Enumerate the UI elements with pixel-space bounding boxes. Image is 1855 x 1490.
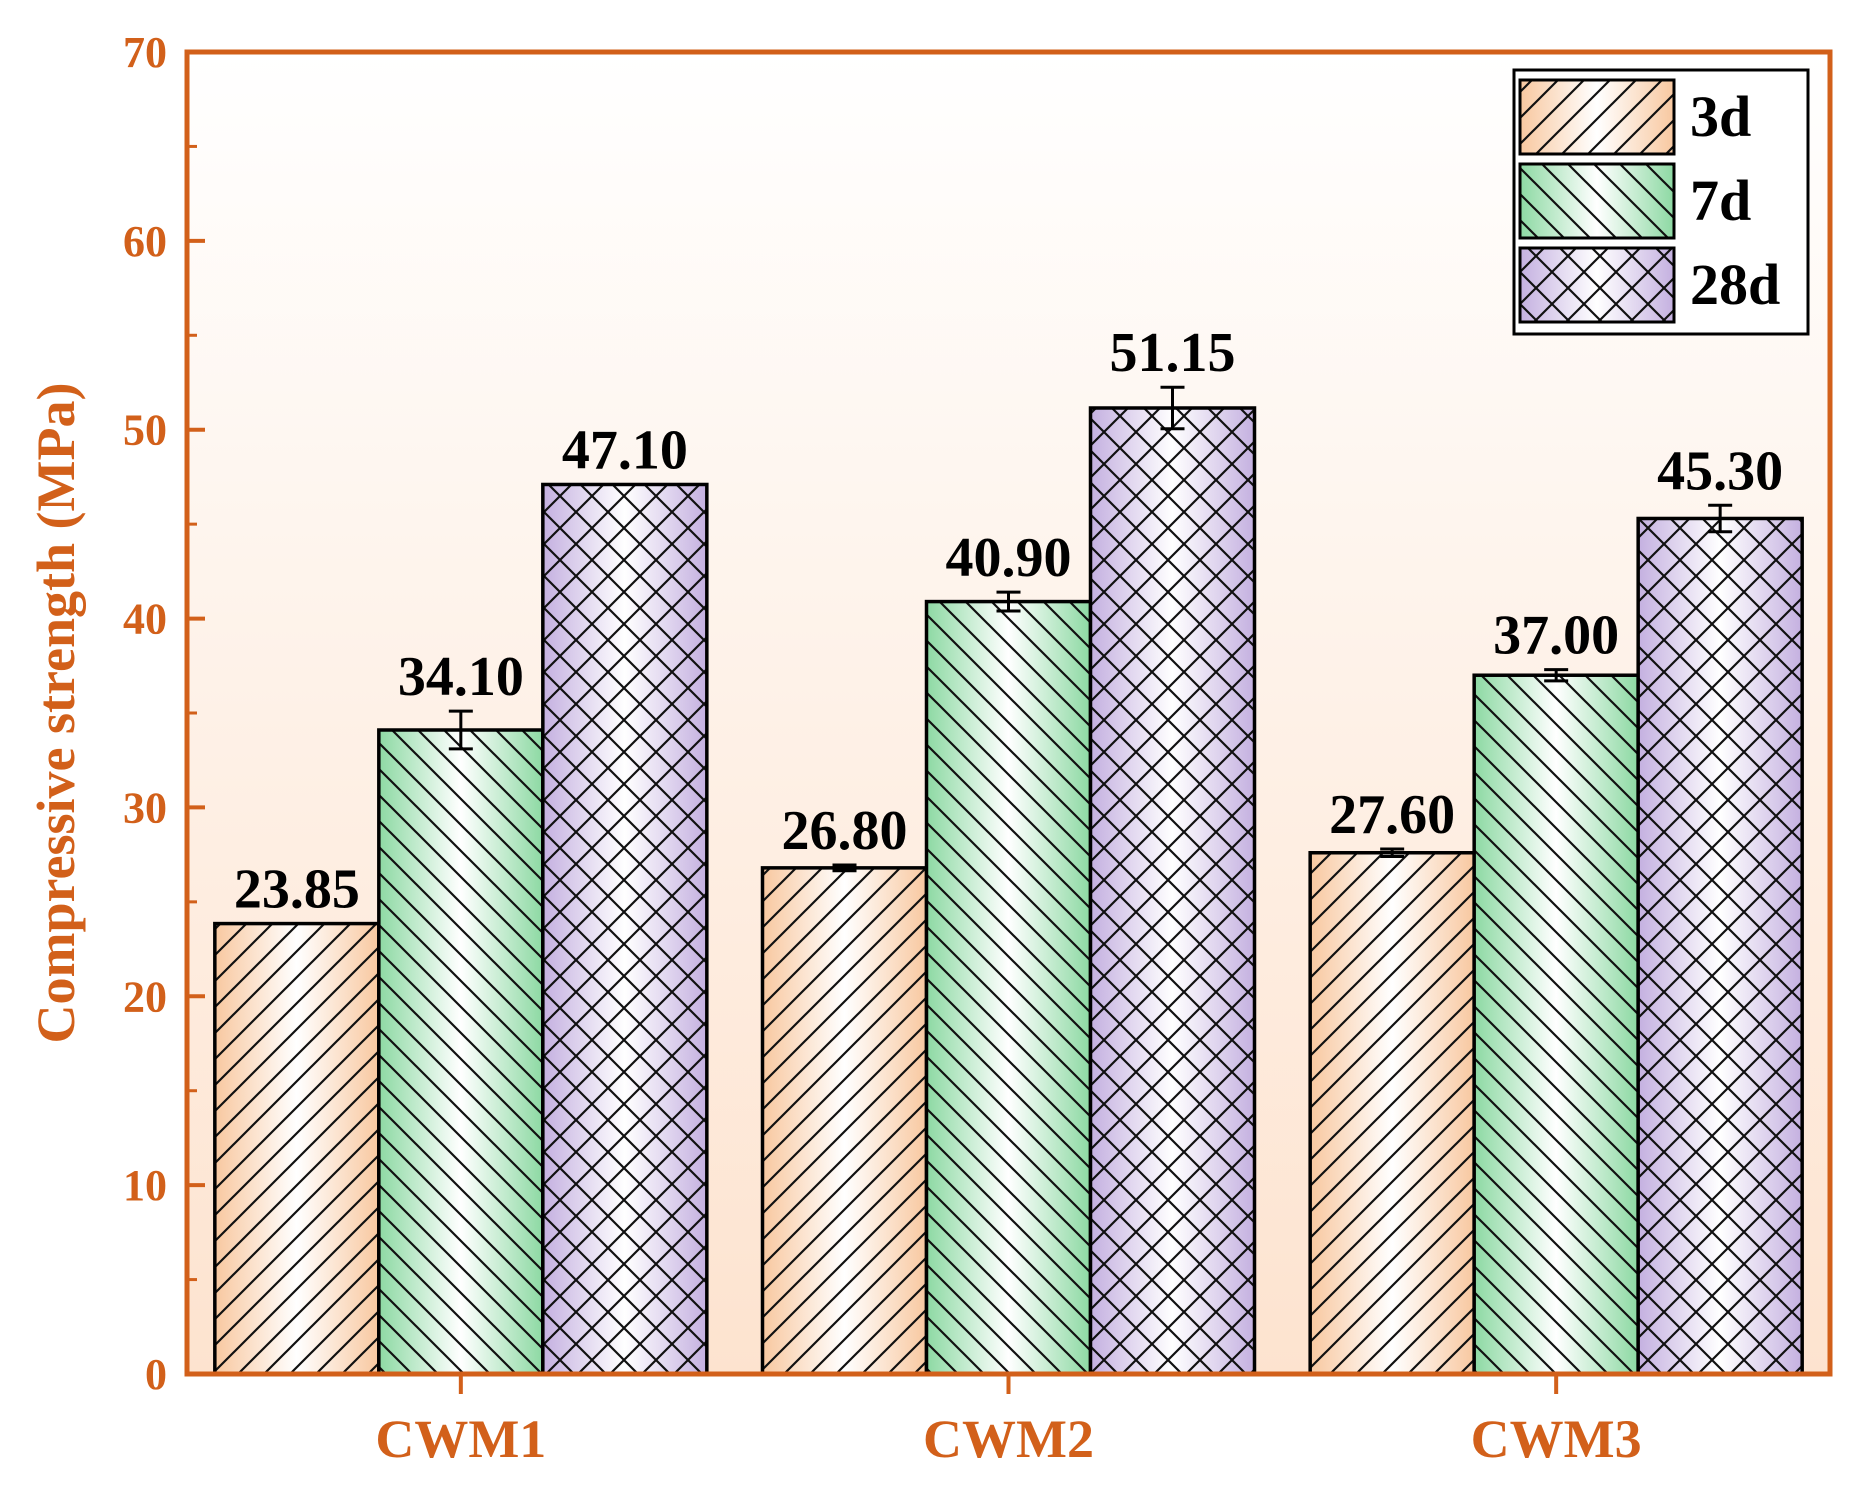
legend-swatch-28d xyxy=(1518,246,1676,324)
legend: 3d 7d 28d xyxy=(1512,68,1810,336)
y-tick-label: 40 xyxy=(123,595,167,644)
error-bar-CWM3-28d xyxy=(1708,503,1733,534)
x-tick-label-CWM2: CWM2 xyxy=(923,1409,1094,1469)
y-tick-label: 0 xyxy=(145,1350,167,1399)
y-tick-label: 30 xyxy=(123,783,167,832)
error-bar-CWM2-28d xyxy=(1160,385,1185,431)
y-axis-title: Compressive strength (MPa) xyxy=(26,383,86,1044)
error-bar-CWM2-7d xyxy=(996,590,1021,613)
data-label-CWM3-28d: 45.30 xyxy=(1657,440,1783,502)
data-label-CWM2-28d: 51.15 xyxy=(1110,322,1236,384)
bar-CWM1-3d xyxy=(213,921,381,1376)
y-tick-label: 10 xyxy=(123,1161,167,1210)
data-label-CWM2-3d: 26.80 xyxy=(782,800,908,862)
bar-CWM2-28d xyxy=(1088,406,1257,1376)
data-label-CWM1-28d: 47.10 xyxy=(562,419,688,481)
bar-CWM1-7d xyxy=(377,728,545,1376)
legend-label-7d: 7d xyxy=(1690,168,1751,233)
data-label-CWM3-7d: 37.00 xyxy=(1493,605,1619,667)
y-tick-label: 70 xyxy=(123,28,167,77)
x-tick-label-CWM1: CWM1 xyxy=(375,1409,546,1469)
error-bar-CWM2-3d xyxy=(832,863,857,873)
bar-CWM3-7d xyxy=(1472,673,1640,1376)
legend-swatch-7d xyxy=(1518,162,1676,240)
data-label-CWM1-3d: 23.85 xyxy=(234,859,360,921)
bar-CWM3-3d xyxy=(1308,851,1476,1376)
x-tick-label-CWM3: CWM3 xyxy=(1471,1409,1642,1469)
data-label-CWM1-7d: 34.10 xyxy=(398,646,524,708)
bar-CWM2-7d xyxy=(924,599,1093,1376)
bar-CWM1-28d xyxy=(541,482,709,1376)
legend-label-28d: 28d xyxy=(1690,252,1780,317)
data-label-CWM2-7d: 40.90 xyxy=(946,527,1072,589)
axes-group: 0 10 20 30 40 50 60 70 CWM1 CWM2 CWM3 xyxy=(123,28,1833,1469)
data-label-CWM3-3d: 27.60 xyxy=(1329,784,1455,846)
y-tick-label: 50 xyxy=(123,406,167,455)
bars-group: 23.85 34.10 47.10 26.80 40.90 51.15 27.60 37.00… xyxy=(213,322,1804,1376)
error-bar-CWM3-3d xyxy=(1380,847,1405,859)
y-tick-label: 60 xyxy=(123,217,167,266)
error-bar-CWM3-7d xyxy=(1544,668,1569,683)
bar-CWM2-3d xyxy=(760,866,929,1376)
legend-swatch-3d xyxy=(1518,78,1676,156)
legend-label-3d: 3d xyxy=(1690,84,1751,149)
error-bar-CWM1-7d xyxy=(448,709,473,751)
bar-CWM3-28d xyxy=(1636,516,1804,1376)
y-tick-label: 20 xyxy=(123,972,167,1021)
